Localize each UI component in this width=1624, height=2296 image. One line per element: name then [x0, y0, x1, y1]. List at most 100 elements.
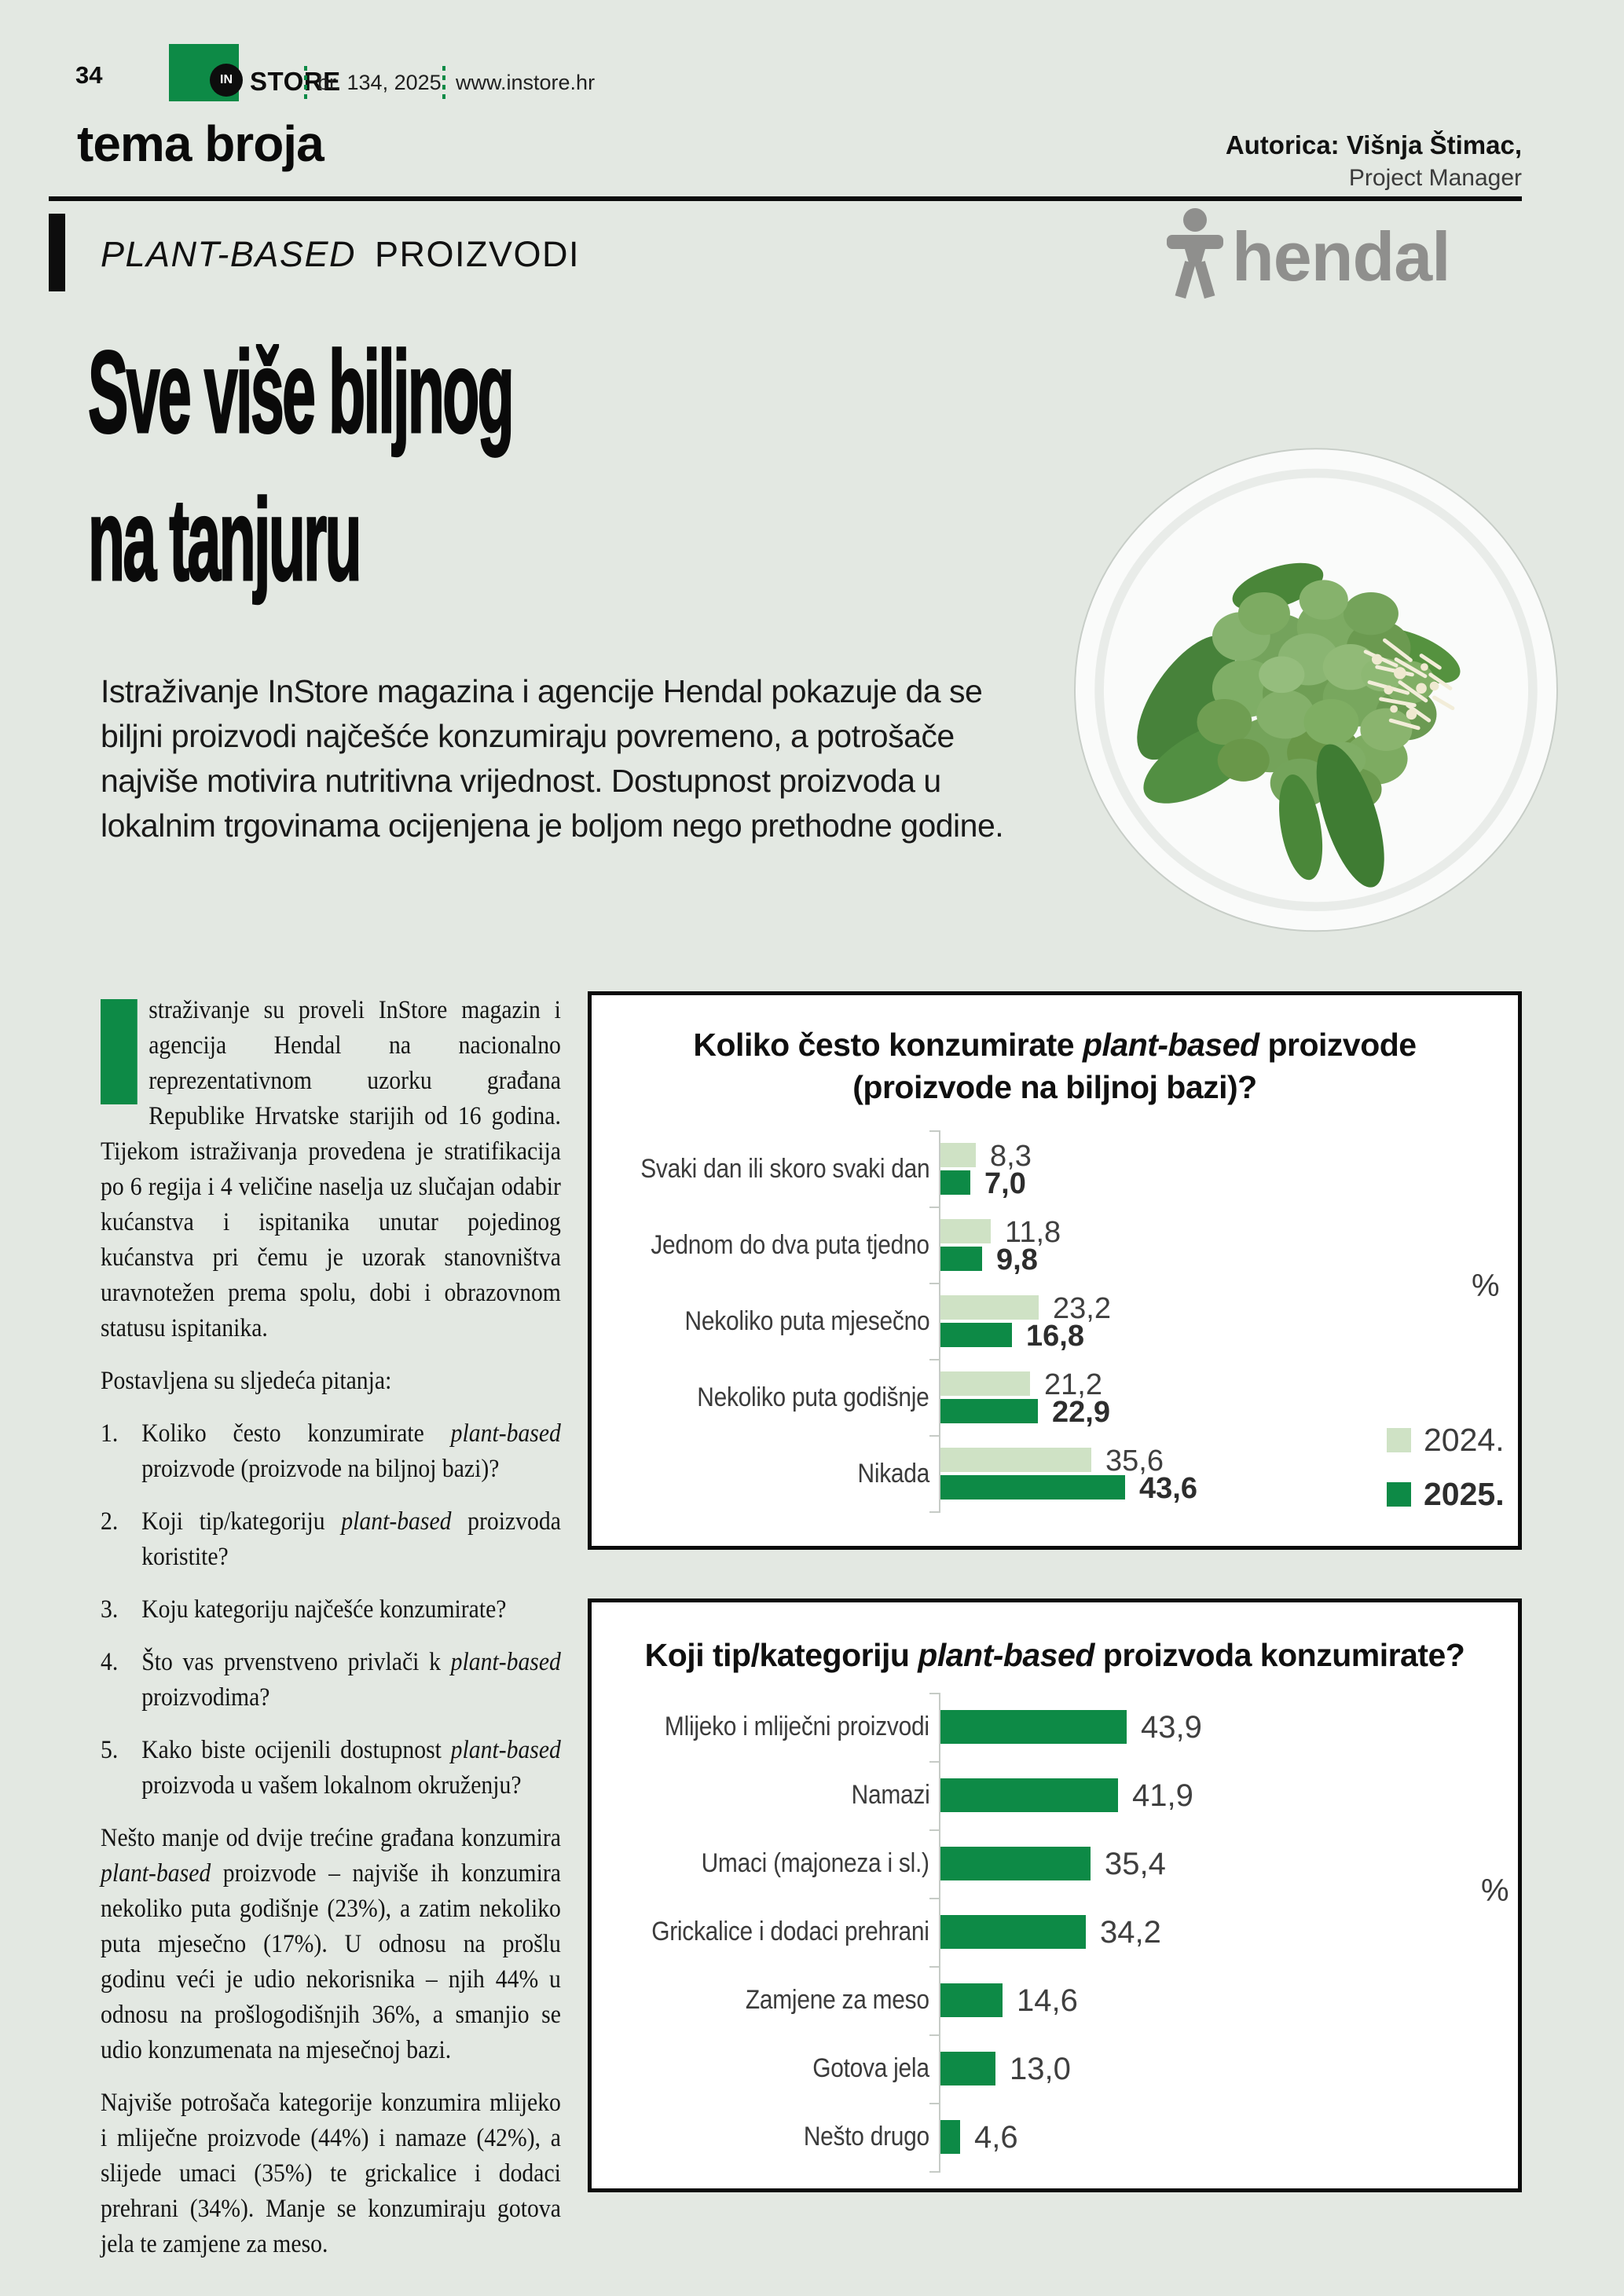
legend-item: 2025.: [1387, 1476, 1505, 1513]
category-label: Nekoliko puta godišnje: [697, 1382, 930, 1412]
bar-value-label: 35,6: [1105, 1445, 1164, 1478]
chart-frequency-panel: Koliko često konzumirate plant-based pro…: [588, 991, 1522, 1550]
legend-item: 2024.: [1387, 1422, 1505, 1459]
bar-value-label: 43,9: [1141, 1710, 1202, 1745]
question-number: 5.: [101, 1736, 119, 1764]
header-rule: [49, 196, 1522, 201]
author-block: Autorica: Višnja Štimac, Project Manager: [1226, 130, 1522, 192]
chart-axis: [939, 1130, 940, 1511]
bar-value-label: 9,8: [996, 1243, 1038, 1276]
axis-tick-icon: [929, 1761, 940, 1763]
question-text: Kako biste ocijenili dostupnost plant-ba…: [141, 1736, 561, 1800]
bar-value-label: 11,8: [1005, 1216, 1061, 1249]
question-item: 1. Koliko često konzumirate plant-based p…: [101, 1416, 561, 1487]
kicker-bar: [49, 214, 65, 291]
axis-tick-icon: [929, 1693, 940, 1694]
question-text: Koju kategoriju najčešće konzumirate?: [141, 1595, 507, 1624]
bar-value-label: 22,9: [1052, 1396, 1110, 1429]
header-separator-icon: [442, 66, 445, 99]
bar-2025: [940, 1778, 1118, 1812]
food-photo: [1074, 448, 1558, 932]
cheese-specks: [1371, 654, 1439, 720]
category-label: Grickalice i dodaci prehrani: [651, 1917, 930, 1946]
bar-2024: [940, 1219, 991, 1243]
axis-tick-icon: [929, 2103, 940, 2104]
question-item: 2. Koji tip/kategoriju plant-based proizv…: [101, 1504, 561, 1575]
article-kicker: PLANT-BASED PROIZVODI: [101, 234, 580, 274]
legend-swatch-icon: [1387, 1482, 1411, 1507]
questions-intro: Postavljena su sljedeća pitanja:: [101, 1367, 392, 1395]
questions-list: 1. Koliko često konzumirate plant-based p…: [101, 1416, 561, 1803]
axis-tick-icon: [929, 2034, 940, 2036]
chart-axis: [939, 1693, 940, 2171]
site-url: www.instore.hr: [456, 71, 596, 94]
bar-value-label: 8,3: [990, 1140, 1032, 1173]
category-label: Mlijeko i mliječni proizvodi: [665, 1712, 929, 1741]
bar-2025: [940, 2052, 995, 2085]
axis-tick-icon: [929, 1130, 940, 1132]
bar-value-label: 16,8: [1026, 1320, 1084, 1353]
bar-2024: [940, 1143, 976, 1167]
percent-unit-label: %: [1481, 1873, 1509, 1908]
bar-value-label: 34,2: [1100, 1915, 1161, 1950]
question-number: 3.: [101, 1595, 119, 1624]
hendal-logo: [1167, 208, 1223, 299]
headline-line1: Sve više biljnog: [87, 327, 515, 459]
chart-title: Koji tip/kategoriju plant-based proizvod…: [644, 1637, 1465, 1673]
question-text: Što vas prvenstveno privlači k plant-bas…: [141, 1648, 561, 1712]
intro-paragraph: Istraživanje InStore magazina i agencije…: [101, 673, 1004, 844]
chart-legend: 2024. 2025.: [1387, 1422, 1505, 1513]
page-number: 34: [75, 61, 103, 89]
legend-label: 2024.: [1424, 1422, 1505, 1458]
question-item: 4. Što vas prvenstveno privlači k plant-b…: [101, 1645, 561, 1716]
drop-cap-i: [101, 999, 137, 1104]
hendal-person-icon: [1167, 208, 1223, 299]
axis-tick-icon: [929, 1283, 940, 1284]
axis-tick-icon: [929, 1511, 940, 1513]
bar-value-label: 7,0: [984, 1167, 1026, 1200]
axis-tick-icon: [929, 2171, 940, 2173]
instore-logo-wordmark: STORE: [250, 67, 341, 96]
headline: Sve više biljnog na tanjuru: [87, 319, 515, 614]
bar-value-label: 4,6: [974, 2120, 1018, 2155]
bar-2025: [940, 2120, 960, 2154]
author-role: Project Manager: [1348, 165, 1522, 191]
axis-tick-icon: [929, 1435, 940, 1437]
headline-line2: na tanjuru: [87, 474, 362, 606]
category-label: Nekoliko puta mjesečno: [684, 1305, 929, 1336]
category-label: Nikada: [857, 1458, 929, 1489]
percent-unit-label: %: [1472, 1269, 1500, 1303]
bar-2025: [940, 1475, 1125, 1500]
bar-2025: [940, 1710, 1127, 1744]
question-number: 2.: [101, 1507, 119, 1536]
bar-value-label: 13,0: [1010, 2052, 1071, 2086]
section-title: tema broja: [77, 115, 324, 172]
grated-cheese: [1363, 638, 1455, 731]
instore-in-icon: IN: [210, 64, 243, 97]
question-number: 4.: [101, 1648, 119, 1676]
category-label: Umaci (majoneza i sl.): [701, 1848, 929, 1878]
body-paragraph: straživanje su proveli InStore magazin i…: [101, 996, 561, 1342]
chart-categories-panel: Koji tip/kategoriju plant-based proizvod…: [588, 1598, 1522, 2192]
bar-2025: [940, 1170, 970, 1195]
question-text: Koji tip/kategoriju plant-based proizvod…: [141, 1507, 561, 1571]
axis-tick-icon: [929, 1898, 940, 1899]
basil-leaves: [1279, 744, 1384, 888]
bar-2025: [940, 1847, 1091, 1880]
bar-2025: [940, 1323, 1012, 1347]
bar-value-label: 41,9: [1132, 1778, 1193, 1813]
bar-2024: [940, 1448, 1091, 1472]
legend-swatch-icon: [1387, 1428, 1411, 1452]
bar-2024: [940, 1371, 1030, 1396]
question-item: 5. Kako biste ocijenili dostupnost plant-…: [101, 1733, 561, 1803]
bar-value-label: 43,6: [1139, 1472, 1197, 1505]
body-paragraph: Nešto manje od dvije trećine građana kon…: [101, 1824, 561, 2064]
bar-2024: [940, 1295, 1039, 1320]
legend-label: 2025.: [1424, 1476, 1505, 1512]
axis-tick-icon: [929, 1207, 940, 1208]
category-label: Svaki dan ili skoro svaki dan: [640, 1153, 929, 1184]
bar-value-label: 21,2: [1044, 1368, 1102, 1401]
category-label: Jednom do dva puta tjedno: [651, 1229, 930, 1260]
category-label: Namazi: [851, 1780, 929, 1810]
question-number: 1.: [101, 1419, 119, 1448]
